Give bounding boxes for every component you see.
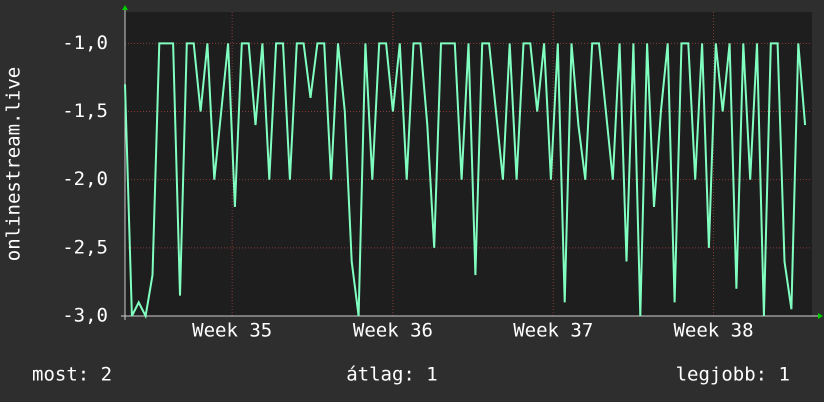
y-tick-label: -1,0 (62, 32, 108, 54)
axis-arrow (122, 5, 128, 10)
y-tick-label: -2,0 (62, 168, 108, 190)
footer-average: átlag: 1 (346, 364, 438, 386)
x-tick-label: Week 37 (513, 320, 593, 342)
x-tick-label: Week 38 (673, 320, 753, 342)
x-tick-label: Week 35 (192, 320, 272, 342)
y-axis-title: onlinestream.live (3, 67, 25, 261)
footer-best: legjobb: 1 (676, 364, 790, 386)
x-tick-label: Week 36 (353, 320, 433, 342)
axis-arrow (818, 313, 823, 319)
footer-current: most: 2 (32, 364, 112, 386)
y-tick-label: -1,5 (62, 100, 108, 122)
data-line (124, 42, 807, 320)
y-tick-label: -2,5 (62, 236, 108, 258)
y-tick-label: -3,0 (62, 305, 108, 327)
